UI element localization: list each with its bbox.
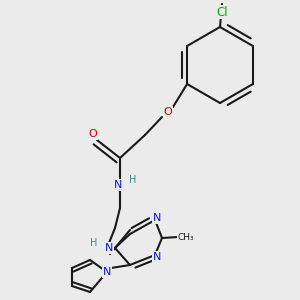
- Text: N: N: [114, 180, 122, 190]
- Text: H: H: [129, 175, 137, 185]
- Text: N: N: [153, 213, 161, 223]
- Text: N: N: [153, 252, 161, 262]
- Text: N: N: [105, 243, 113, 253]
- Text: H: H: [90, 238, 98, 248]
- Text: CH₃: CH₃: [178, 232, 194, 242]
- Text: Cl: Cl: [216, 5, 228, 19]
- Text: O: O: [88, 129, 98, 139]
- Text: N: N: [103, 267, 111, 277]
- Text: O: O: [164, 107, 172, 117]
